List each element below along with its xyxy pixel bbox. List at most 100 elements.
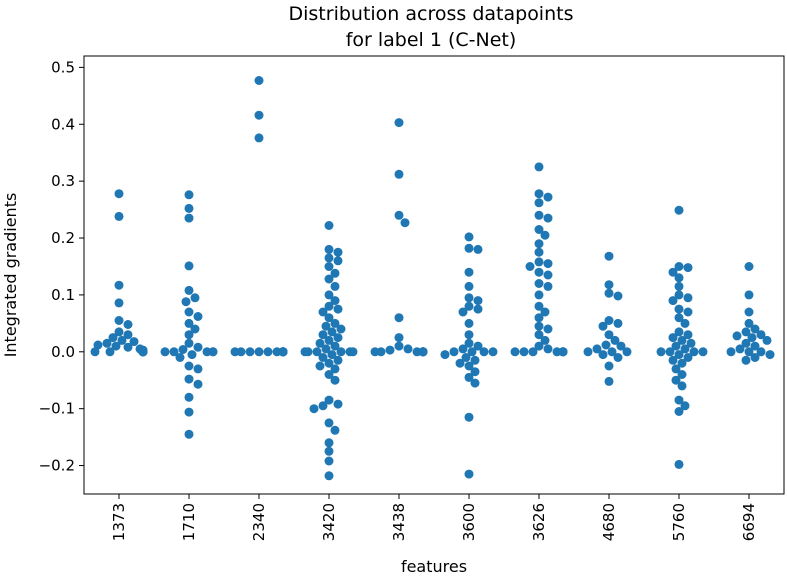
x-tick-label: 5760 (670, 503, 688, 541)
data-point-3626-13 (534, 267, 544, 277)
data-point-3420-16 (321, 321, 331, 331)
data-point-1710-10 (190, 324, 200, 334)
data-point-1373-6 (114, 327, 124, 337)
data-point-4680-16 (613, 353, 623, 362)
data-point-5760-3 (668, 267, 678, 277)
axes: 0.5 0.4 0.3 0.2 0.1 0.0 −0.1 −0.2 1373 1710 2340 34… (39, 55, 785, 541)
chart-title-line2: for label 1 (C-Net) (346, 29, 517, 51)
data-point-3438-1 (394, 169, 404, 179)
data-point-3626-12 (525, 262, 535, 271)
data-point-3438-0 (394, 118, 404, 128)
data-point-3600-25 (464, 372, 474, 382)
data-point-3438-18 (418, 347, 428, 357)
data-point-5760-27 (677, 358, 687, 368)
data-point-3420-23 (330, 341, 340, 351)
data-point-3626-3 (534, 198, 544, 208)
data-point-3438-12 (370, 347, 380, 357)
data-point-3420-20 (333, 333, 343, 343)
data-point-3420-30 (300, 347, 310, 357)
data-point-5760-29 (677, 370, 687, 379)
data-point-3420-5 (324, 262, 334, 271)
data-point-3420-2 (333, 247, 343, 257)
data-point-5760-1 (674, 262, 684, 271)
data-point-3420-48 (324, 471, 334, 481)
data-point-1373-10 (129, 337, 139, 347)
data-point-3438-3 (400, 218, 410, 228)
data-point-5760-33 (680, 401, 690, 411)
data-point-3420-21 (324, 335, 334, 345)
data-point-3600-15 (467, 347, 477, 357)
data-point-3420-29 (348, 347, 358, 357)
data-point-5760-8 (668, 296, 678, 306)
data-point-3420-41 (318, 401, 328, 411)
data-point-6694-17 (750, 353, 760, 362)
data-point-6694-5 (741, 327, 751, 337)
data-point-3600-5 (464, 293, 474, 303)
data-point-3626-16 (543, 281, 553, 291)
data-point-5760-2 (683, 263, 693, 273)
data-point-5760-15 (668, 333, 678, 343)
data-point-2340-4 (263, 347, 273, 357)
data-point-6694-8 (747, 333, 757, 343)
data-point-3626-5 (543, 213, 553, 223)
data-point-3420-35 (315, 361, 325, 371)
data-point-1710-6 (181, 297, 191, 307)
y-tick-label: 0.5 (51, 58, 75, 76)
data-point-5760-24 (674, 350, 684, 360)
data-point-3420-32 (318, 353, 328, 362)
data-point-6694-11 (750, 341, 760, 351)
data-point-3600-8 (473, 304, 483, 314)
data-point-1373-8 (108, 333, 118, 343)
data-point-1710-15 (169, 347, 179, 357)
data-point-3600-1 (464, 243, 474, 253)
data-point-5760-0 (674, 205, 684, 215)
data-point-1710-1 (184, 203, 194, 213)
data-point-1710-19 (208, 347, 218, 357)
data-point-3600-22 (455, 358, 465, 368)
data-point-3600-2 (473, 244, 483, 254)
data-point-3420-19 (318, 330, 328, 340)
data-point-5760-14 (683, 330, 693, 340)
data-point-1373-3 (114, 298, 124, 308)
data-point-3420-25 (336, 347, 346, 357)
data-point-3420-31 (327, 350, 337, 360)
data-point-6694-1 (744, 290, 754, 300)
data-point-6694-12 (735, 344, 745, 354)
data-point-2340-17 (278, 347, 288, 357)
data-point-4680-10 (616, 341, 626, 351)
data-point-3600-10 (464, 318, 474, 328)
data-point-3420-7 (324, 274, 334, 284)
data-point-2340-0 (254, 76, 264, 85)
data-point-1373-9 (117, 335, 127, 345)
data-point-1710-0 (184, 190, 194, 200)
data-point-6694-13 (744, 347, 754, 357)
data-point-3600-0 (464, 232, 474, 242)
data-point-3420-40 (333, 399, 343, 409)
data-point-5760-22 (656, 347, 666, 357)
y-tick-label: 0.3 (51, 172, 75, 190)
y-tick-label: 0.0 (51, 343, 75, 361)
data-point-5760-18 (671, 341, 681, 351)
data-point-3600-16 (479, 347, 489, 357)
data-point-1373-18 (90, 347, 100, 357)
data-point-3626-23 (534, 330, 544, 340)
data-point-2340-9 (230, 347, 240, 357)
data-point-6694-6 (756, 330, 766, 340)
data-point-3626-34 (558, 347, 568, 357)
data-point-3626-18 (534, 301, 544, 311)
data-point-5760-11 (674, 313, 684, 323)
data-point-4680-0 (604, 251, 614, 261)
data-point-4680-3 (613, 291, 623, 301)
data-point-3600-24 (470, 367, 480, 377)
data-point-3600-18 (488, 347, 498, 357)
data-point-1710-13 (193, 342, 203, 352)
data-point-3600-11 (464, 330, 474, 340)
data-point-5760-6 (674, 290, 684, 300)
data-point-3420-0 (324, 221, 334, 230)
data-point-3420-11 (324, 301, 334, 311)
x-tick-label: 3626 (530, 503, 548, 541)
x-tick-label: 3420 (320, 503, 338, 541)
data-point-3600-4 (464, 281, 474, 291)
data-point-3420-44 (330, 425, 340, 435)
